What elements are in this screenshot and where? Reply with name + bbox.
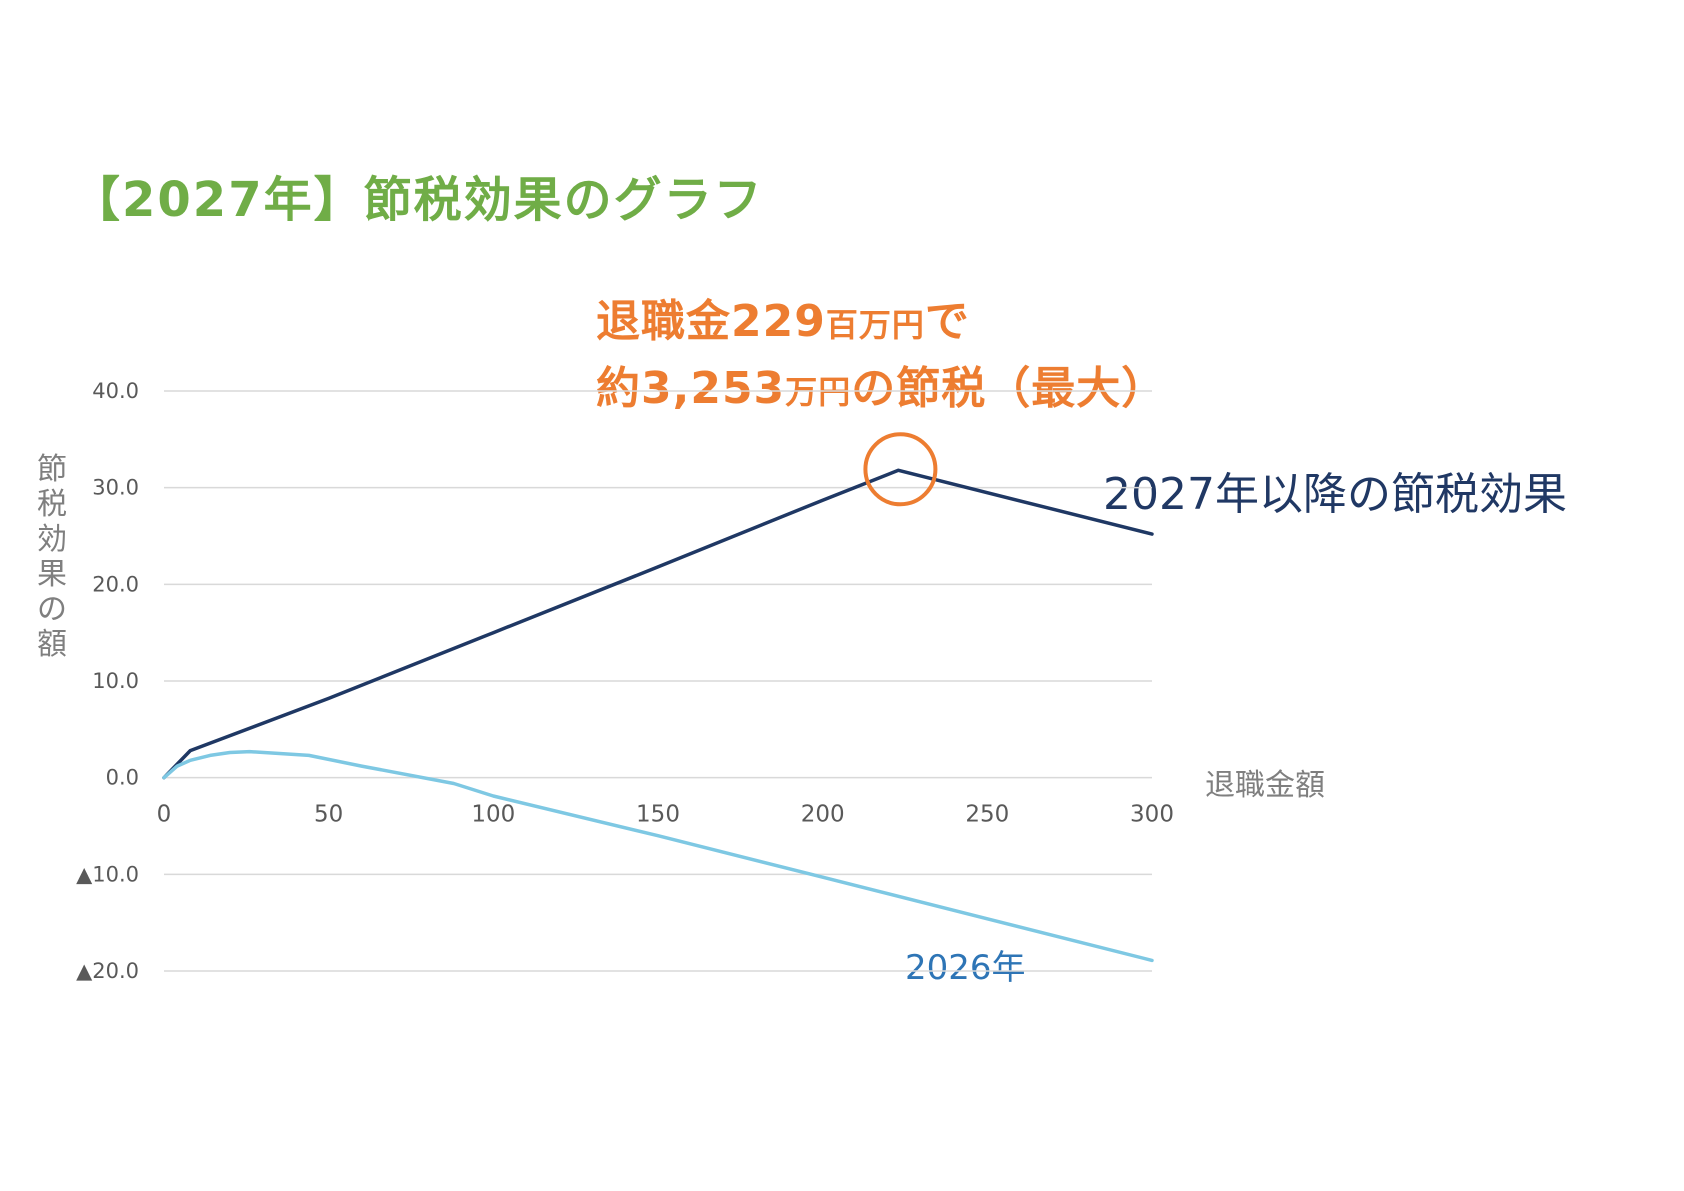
x-tick-label: 100 (471, 802, 515, 828)
annotation-savings-amount: 約3,253 (596, 363, 786, 414)
annotation-unit-1: 百万円 (825, 306, 925, 344)
annotation-retirement-amount: 退職金229 (596, 296, 826, 347)
x-tick-label: 300 (1130, 802, 1174, 828)
x-tick-label: 200 (801, 802, 845, 828)
series-label-2026: 2026年 (905, 948, 1026, 988)
chart-title: 【2027年】節税効果のグラフ (72, 172, 764, 228)
x-tick-label: 150 (636, 802, 680, 828)
x-tick-label: 250 (965, 802, 1009, 828)
annotation-unit-2: 万円 (785, 373, 852, 411)
y-tick-label: ▲10.0 (76, 862, 139, 886)
x-tick-label: 50 (314, 802, 343, 828)
annotation-tail-1: で (924, 296, 970, 347)
series-line-2027 (162, 468, 1154, 780)
y-tick-label: 0.0 (106, 766, 139, 790)
series-line-2026 (162, 749, 1154, 963)
max-savings-annotation: 退職金229百万円で 約3,253万円の節税（最大） (596, 290, 1166, 424)
y-tick-label: ▲20.0 (76, 959, 139, 983)
y-tick-label: 10.0 (92, 669, 139, 693)
max-highlight-circle (863, 432, 938, 507)
y-tick-label: 30.0 (92, 476, 139, 500)
annotation-line-1: 退職金229百万円で (596, 290, 1166, 357)
x-tick-label: 0 (157, 802, 172, 828)
x-axis-label: 退職金額 (1205, 768, 1325, 803)
annotation-line-2: 約3,253万円の節税（最大） (596, 357, 1166, 424)
series-label-2027: 2027年以降の節税効果 (1103, 469, 1567, 520)
y-tick-label: 20.0 (92, 572, 139, 596)
y-tick-label: 40.0 (92, 379, 139, 403)
annotation-tail-2: の節税（最大） (851, 363, 1167, 414)
y-axis-label: 節税効果の額 (37, 452, 67, 662)
